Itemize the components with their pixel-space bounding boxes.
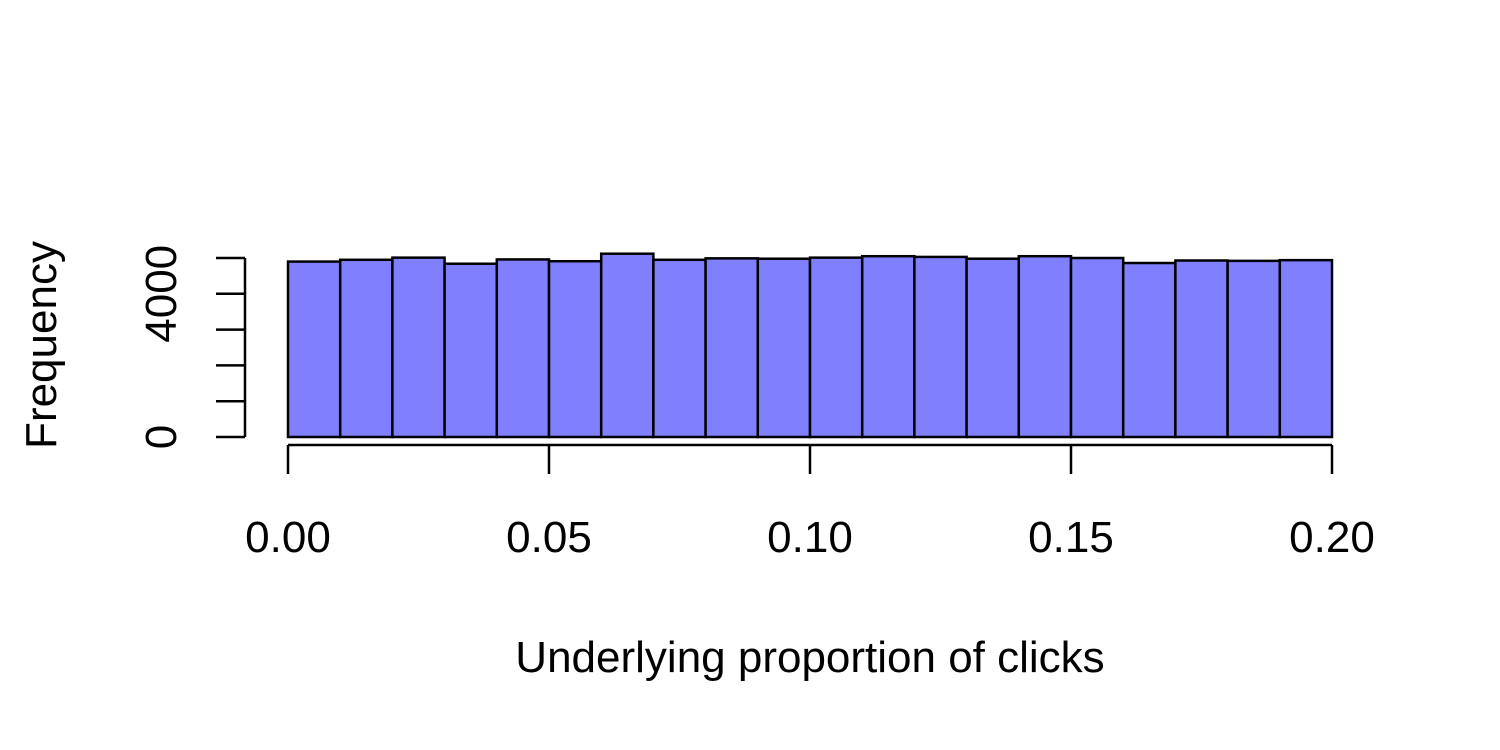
histogram-bar-12 [913, 255, 968, 439]
histogram-bar-3 [443, 262, 499, 439]
histogram-bar-7 [652, 258, 707, 439]
histogram-bar-19 [1278, 258, 1334, 439]
histogram-bar-6 [599, 252, 655, 439]
x-tick-label-3: 0.15 [1028, 513, 1114, 562]
y-axis-label: Frequency [17, 241, 66, 449]
histogram-bar-1 [338, 258, 394, 439]
histogram-bar-11 [860, 254, 916, 439]
histogram-bar-16 [1121, 261, 1177, 439]
y-tick-label-4: 4000 [137, 245, 186, 343]
x-tick-label-4: 0.20 [1289, 513, 1375, 562]
histogram-bar-18 [1226, 259, 1282, 439]
histogram-bar-10 [808, 256, 864, 439]
histogram-bar-14 [1017, 254, 1073, 439]
y-tick-label-0: 0 [137, 425, 186, 449]
histogram-bar-9 [756, 257, 812, 439]
histogram-bar-4 [495, 258, 551, 439]
histogram-bar-2 [391, 256, 446, 439]
histogram-bar-5 [547, 259, 603, 439]
y-axis: 0 4000 [137, 245, 247, 449]
histogram-bar-17 [1174, 259, 1229, 439]
histogram-bar-15 [1069, 256, 1125, 439]
histogram-bar-13 [965, 257, 1021, 439]
histogram-bar-0 [286, 260, 342, 439]
x-tick-label-1: 0.05 [506, 513, 592, 562]
x-tick-label-2: 0.10 [767, 513, 853, 562]
x-axis: 0.00 0.05 0.10 0.15 0.20 [245, 443, 1375, 562]
bars-group [286, 252, 1334, 439]
x-tick-label-0: 0.00 [245, 513, 331, 562]
histogram-bar-8 [704, 257, 760, 439]
x-axis-label: Underlying proportion of clicks [515, 633, 1104, 682]
